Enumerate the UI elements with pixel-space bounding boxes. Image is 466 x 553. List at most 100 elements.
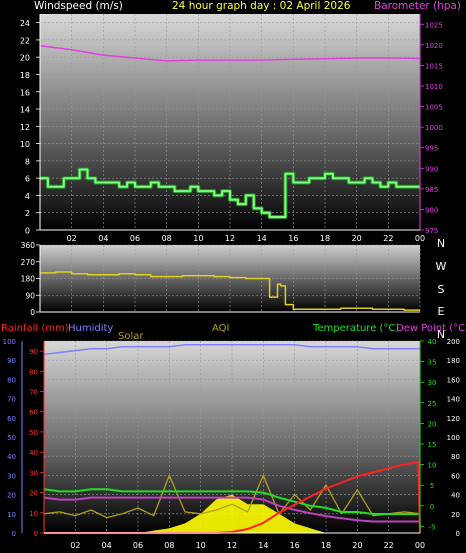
wind-x-tick: 08 [162,234,172,243]
climate-x-tick: 22 [384,541,394,550]
rain-y-tick: 40 [29,449,38,457]
rain-y-tick: 80 [29,368,38,376]
wind-y-tick: 18 [20,71,30,80]
direction-label: N [437,237,445,250]
wind-x-tick: 20 [352,234,362,243]
rain-y-tick: 70 [29,389,38,397]
direction-label: E [438,305,445,318]
baro-y-tick: 975 [425,227,438,235]
temp-y-tick: 15 [428,441,437,449]
temp-y-tick: 0 [430,503,434,511]
temp-y-tick: -5 [429,523,436,531]
windspeed-line [40,168,420,218]
humidity-y-tick: 0 [12,530,16,538]
climate-x-tick: 08 [164,541,174,550]
dewpoint-line [43,496,420,523]
climate-x-tick: 16 [290,541,300,550]
solar-y-tick: 20 [451,511,460,519]
solar-y-tick: 160 [447,376,460,384]
baro-y-tick: 1015 [425,62,443,70]
climate-x-tick: 02 [70,541,80,550]
direction-label: W [436,260,447,273]
aqi-line [43,474,421,519]
dir-y-tick: 90 [25,291,35,300]
humidity-label: Humidity [68,323,113,334]
wind-y-tick: 10 [20,140,30,149]
wind-x-tick: 12 [225,234,235,243]
solar-label: Solar [118,331,144,342]
wind-direction-line [40,271,420,311]
humidity-y-tick: 100 [3,338,16,346]
rain-y-tick: 10 [29,510,38,518]
baro-y-tick: 995 [425,145,438,153]
solar-y-tick: 0 [456,530,460,538]
humidity-y-tick: 10 [7,511,16,519]
baro-y-tick: 985 [425,186,438,194]
temp-y-tick: 20 [428,420,437,428]
humidity-y-tick: 30 [7,472,16,480]
temp-y-tick: 30 [428,379,437,387]
humidity-y-tick: 90 [7,357,16,365]
climate-x-tick: 14 [258,541,268,550]
wind-x-tick: 22 [383,234,393,243]
baro-title: Barometer (hpa) [374,0,461,12]
humidity-y-tick: 40 [7,453,16,461]
wind-y-tick: 6 [25,175,30,184]
temperature-label: Temperature (°C) [312,323,399,334]
temp-y-tick: 25 [428,400,437,408]
temp-y-tick: 10 [428,462,437,470]
center-title: 24 hour graph day : 02 April 2026 [172,0,351,12]
solar-y-tick: 200 [447,338,460,346]
rain-y-tick: 30 [29,469,38,477]
wind-x-tick: 04 [98,234,108,243]
temp-y-tick: 35 [428,359,437,367]
climate-x-tick: 04 [102,541,112,550]
rain-label: Rainfall (mm) [1,323,69,334]
climate-x-tick: 06 [133,541,143,550]
baro-y-tick: 1000 [425,124,443,132]
climate-x-tick: 20 [352,541,362,550]
solar-y-tick: 100 [447,434,460,442]
wind-x-tick: 02 [67,234,77,243]
wind-x-tick: 10 [193,234,203,243]
wind-x-tick: 06 [130,234,140,243]
solar-y-tick: 80 [451,453,460,461]
baro-y-tick: 980 [425,206,438,214]
baro-y-tick: 1010 [425,83,443,91]
wind-x-tick: 18 [320,234,330,243]
baro-y-tick: 990 [425,165,438,173]
solar-y-tick: 60 [451,472,460,480]
humidity-y-tick: 20 [7,492,16,500]
baro-y-tick: 1005 [425,104,443,112]
humidity-y-tick: 70 [7,396,16,404]
wind-y-tick: 8 [25,157,30,166]
baro-y-tick: 1020 [425,42,443,50]
wind-y-tick: 14 [20,106,30,115]
aqi-label: AQI [212,323,230,334]
baro-y-tick: 1025 [425,21,443,29]
wind-y-tick: 12 [20,123,30,132]
wind-y-tick: 20 [20,54,30,63]
humidity-line [43,344,420,356]
rain-y-tick: 50 [29,429,38,437]
barometer-line [39,44,421,62]
humidity-y-tick: 80 [7,376,16,384]
rain-y-tick: 20 [29,490,38,498]
direction-label: N [437,328,445,341]
wind-y-tick: 0 [25,227,30,236]
temp-y-tick: 5 [430,482,434,490]
direction-label: S [438,283,445,296]
humidity-y-tick: 60 [7,415,16,423]
temp-y-tick: 40 [428,338,437,346]
dewpoint-label: Dew Point (°C) [396,323,466,334]
wind-y-tick: 16 [20,88,30,97]
dir-y-tick: 180 [21,275,36,284]
rain-y-tick: 90 [29,348,38,356]
dir-y-tick: 360 [21,241,36,250]
wind-y-tick: 2 [25,209,30,218]
climate-x-tick: 00 [415,541,425,550]
wind-x-tick: 00 [415,234,425,243]
dir-y-tick: 270 [21,258,36,267]
wind-title: Windspeed (m/s) [34,0,123,12]
wind-y-tick: 24 [20,19,30,28]
